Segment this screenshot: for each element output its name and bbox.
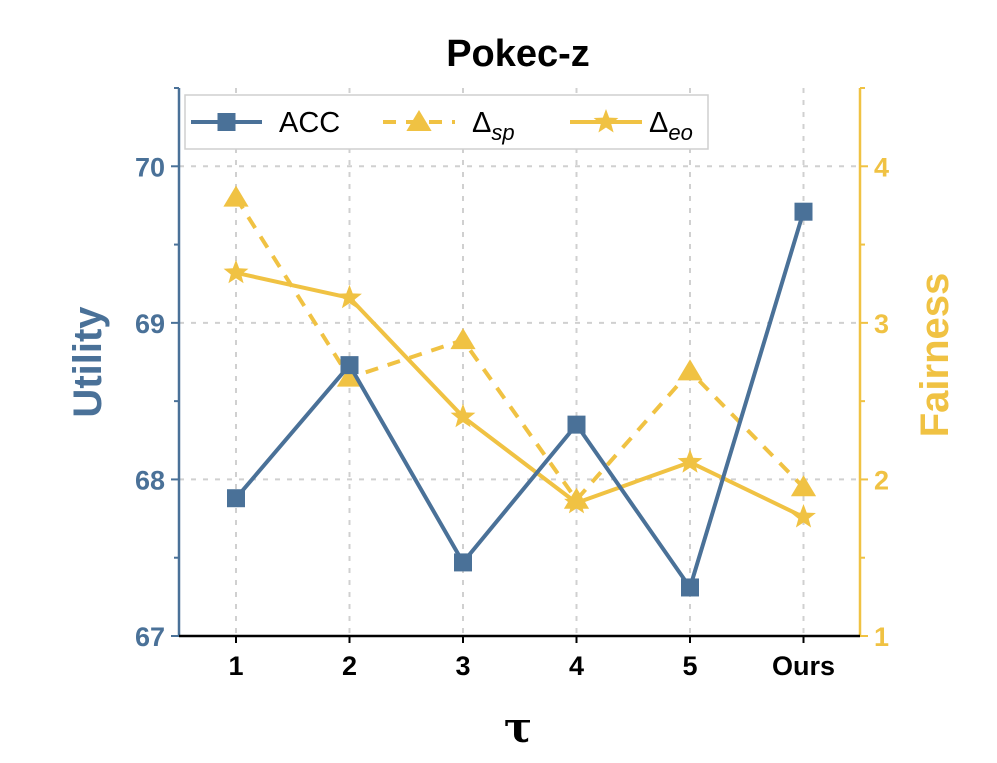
grid: [179, 88, 860, 636]
legend-marker-delta-eo: [593, 109, 619, 133]
x-tick-label: 2: [342, 651, 357, 681]
axes: [177, 88, 862, 638]
data-point-delta-eo: [677, 449, 703, 473]
legend-label-delta-eo: Δeo: [649, 107, 693, 145]
data-point-delta-eo: [564, 489, 589, 514]
series-line-delta-sp: [234, 196, 805, 502]
data-point-delta-eo: [223, 259, 249, 284]
series-line-acc: [234, 211, 806, 590]
y-right-tick-label: 2: [874, 465, 889, 495]
x-tick-label: 4: [569, 651, 584, 681]
data-point-acc: [340, 356, 359, 375]
x-tick-label: Ours: [772, 651, 835, 681]
legend-marker-delta-sp: [406, 110, 432, 131]
data-point-delta-sp: [450, 328, 476, 350]
y-right-tick-label: 4: [874, 152, 889, 182]
data-point-delta-eo: [791, 504, 816, 528]
data-point-acc: [454, 553, 472, 572]
y-left-tick-label: 67: [135, 622, 165, 652]
legend-label-acc: ACC: [279, 107, 340, 139]
data-point-delta-sp: [790, 475, 817, 497]
y-axis-right-label: Fairness: [913, 273, 957, 438]
data-point-delta-eo: [450, 403, 476, 428]
x-tick-label: 3: [455, 651, 470, 681]
data-point-delta-sp: [336, 365, 363, 387]
data-point-delta-sp: [677, 359, 703, 381]
data-point-acc: [227, 489, 245, 508]
series: [223, 185, 817, 597]
y-left-tick-label: 69: [135, 309, 165, 339]
y-axis-left-label: Utility: [66, 306, 110, 418]
data-point-delta-eo: [337, 284, 362, 309]
data-point-acc: [681, 578, 699, 597]
chart-title: Pokec-z: [446, 33, 590, 75]
y-left-tick-label: 68: [135, 465, 165, 495]
legend-label-delta-sp: Δsp: [472, 107, 515, 145]
x-tick-label: 1: [228, 651, 243, 681]
series-line-delta-eo: [235, 270, 805, 519]
data-point-acc: [794, 202, 813, 221]
x-tick-label: 5: [682, 651, 697, 681]
x-axis-label: τ: [504, 703, 532, 752]
y-right-tick-label: 1: [874, 622, 889, 652]
legend-marker-acc: [217, 113, 236, 131]
y-right-tick-label: 3: [874, 309, 889, 339]
data-point-delta-sp: [223, 185, 249, 207]
data-point-acc: [567, 415, 586, 434]
y-left-tick-label: 70: [135, 152, 165, 182]
legend: ACC Δsp Δeo: [184, 94, 709, 150]
ticks: 67 68 69 70 1 2 3 4 1 2 3 4 5 Ours: [135, 87, 889, 681]
